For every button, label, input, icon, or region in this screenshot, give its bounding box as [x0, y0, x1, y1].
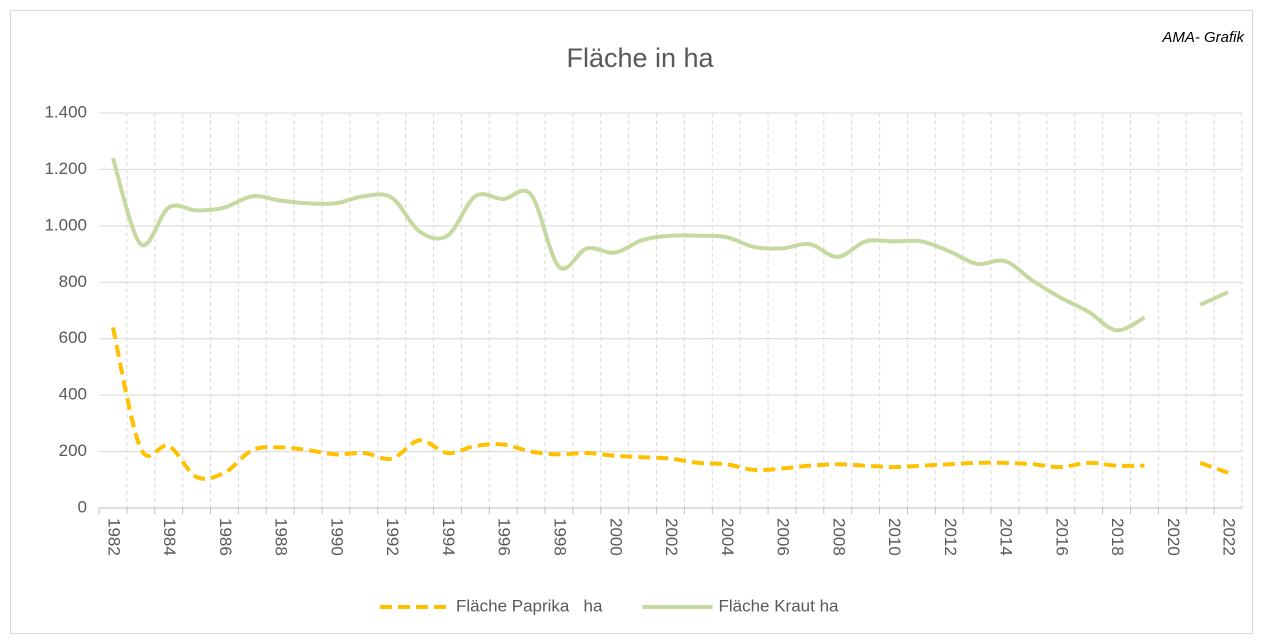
x-tick-label: 2002	[662, 518, 681, 556]
x-tick-label: 2014	[997, 518, 1016, 556]
series-line	[110, 326, 1229, 481]
y-tick-label: 1.000	[44, 215, 87, 234]
x-tick-label: 1986	[216, 518, 235, 556]
x-tick-label: 1996	[495, 518, 514, 556]
x-tick-label: 2018	[1108, 518, 1127, 556]
legend-label: Fläche Kraut ha	[718, 596, 839, 615]
y-tick-label: 1.400	[44, 102, 87, 121]
x-tick-label: 1990	[327, 518, 346, 556]
x-tick-label: 1982	[104, 518, 123, 556]
x-tick-label: 1994	[439, 518, 458, 556]
y-tick-label: 200	[59, 441, 87, 460]
y-tick-label: 400	[59, 385, 87, 404]
x-tick-label: 1984	[160, 518, 179, 556]
x-tick-label: 1988	[272, 518, 291, 556]
x-tick-label: 2008	[829, 518, 848, 556]
x-tick-label: 2016	[1052, 518, 1071, 556]
x-tick-label: 2004	[718, 518, 737, 556]
y-tick-label: 1.200	[44, 159, 87, 178]
x-tick-label: 2006	[774, 518, 793, 556]
x-tick-label: 1992	[383, 518, 402, 556]
x-tick-label: 2020	[1164, 518, 1183, 556]
x-tick-label: 2022	[1220, 518, 1239, 556]
x-tick-label: 2012	[941, 518, 960, 556]
y-tick-label: 0	[78, 497, 87, 516]
y-tick-label: 600	[59, 328, 87, 347]
chart-title: Fläche in ha	[566, 43, 714, 73]
y-tick-label: 800	[59, 272, 87, 291]
x-tick-label: 2010	[885, 518, 904, 556]
series-line	[111, 157, 1229, 333]
legend-label: Fläche Paprika ha	[456, 596, 603, 615]
x-tick-label: 2000	[606, 518, 625, 556]
x-tick-label: 1998	[551, 518, 570, 556]
chart-frame	[10, 10, 1253, 634]
annotation: AMA- Grafik	[1161, 29, 1245, 46]
